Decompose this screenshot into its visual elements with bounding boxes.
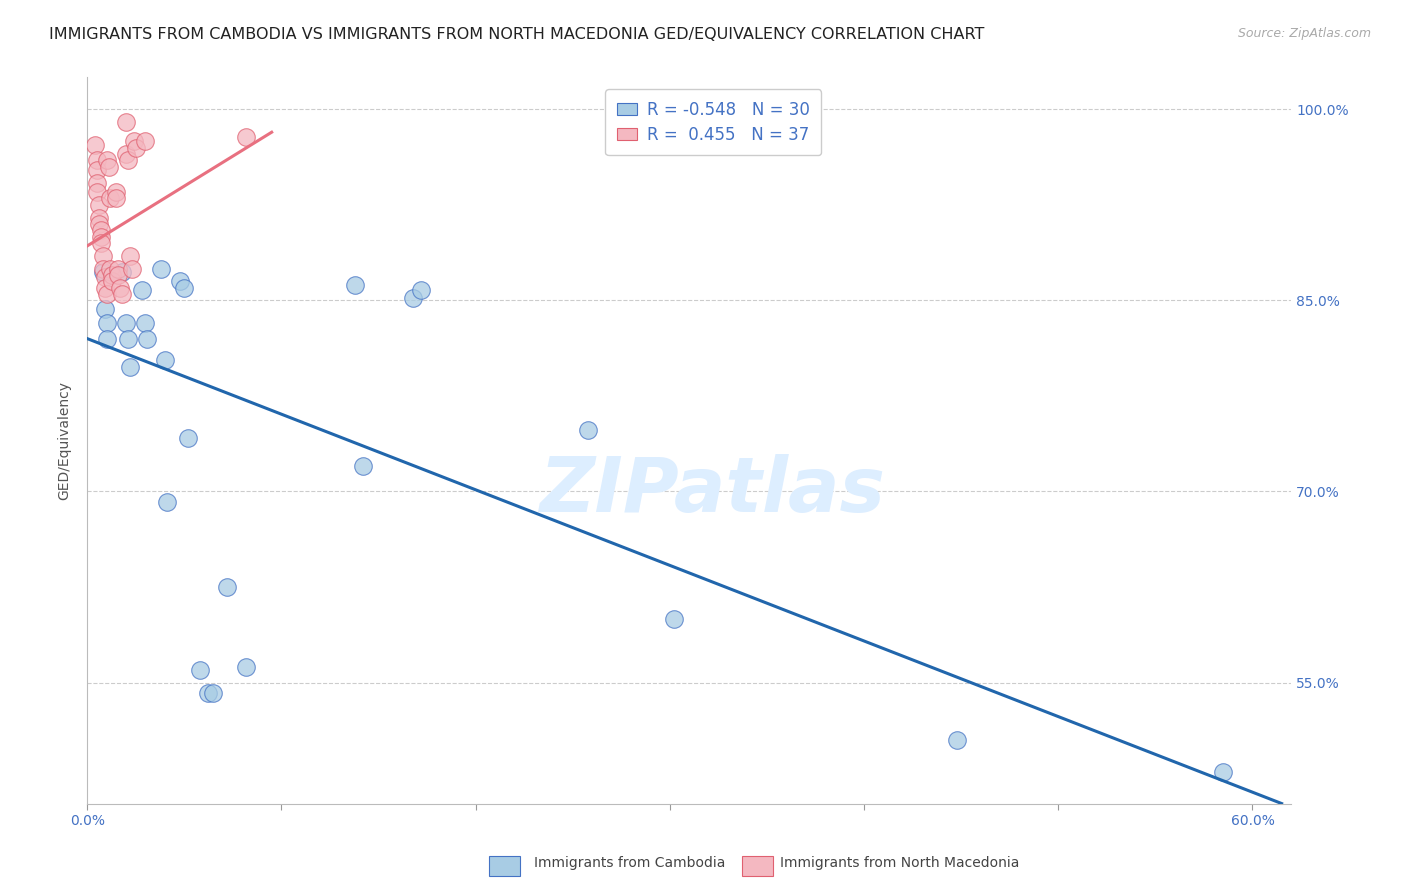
Point (86, 185, 108, 199)
Point (91, 249, 114, 263)
Point (96, 316, 118, 330)
Point (100, 261, 122, 276)
Point (105, 185, 128, 199)
Point (96, 332, 118, 346)
Point (108, 280, 131, 294)
Point (115, 316, 138, 330)
Point (118, 359, 141, 374)
Point (118, 249, 141, 263)
Text: Immigrants from North Macedonia: Immigrants from North Macedonia (780, 856, 1019, 871)
Point (153, 353, 176, 368)
Point (111, 287, 134, 301)
Point (84, 138, 107, 153)
Point (188, 663, 211, 677)
Point (93, 302, 115, 317)
Point (177, 431, 200, 445)
Point (97, 160, 120, 174)
Point (90, 235, 112, 250)
Point (121, 261, 143, 276)
Point (101, 268, 124, 282)
Text: Immigrants from Cambodia: Immigrants from Cambodia (534, 856, 725, 871)
Point (235, 130, 257, 145)
Point (134, 316, 156, 330)
Point (169, 274, 191, 288)
Point (156, 494, 179, 508)
Point (946, 732, 969, 747)
Point (215, 580, 238, 594)
Point (131, 283, 153, 297)
Point (197, 686, 219, 700)
Point (87, 217, 110, 231)
Text: IMMIGRANTS FROM CAMBODIA VS IMMIGRANTS FROM NORTH MACEDONIA GED/EQUIVALENCY CORR: IMMIGRANTS FROM CAMBODIA VS IMMIGRANTS F… (49, 27, 984, 42)
Point (1212, 764, 1234, 779)
Point (117, 153, 139, 168)
Point (90, 223, 112, 237)
Point (93, 270, 115, 285)
Point (86, 176, 108, 190)
Text: Source: ZipAtlas.com: Source: ZipAtlas.com (1237, 27, 1371, 40)
Point (411, 283, 433, 297)
Legend: R = -0.548   N = 30, R =  0.455   N = 37: R = -0.548 N = 30, R = 0.455 N = 37 (605, 89, 821, 155)
Point (115, 146, 138, 161)
Point (111, 265, 134, 279)
Point (86, 153, 108, 168)
Point (91, 261, 114, 276)
Point (235, 660, 257, 674)
Text: ZIPatlas: ZIPatlas (540, 454, 886, 528)
Point (202, 686, 225, 700)
Point (96, 287, 118, 301)
Y-axis label: GED/Equivalency: GED/Equivalency (58, 381, 72, 500)
Point (115, 115, 138, 129)
Point (87, 211, 110, 225)
Point (117, 332, 139, 346)
Point (101, 274, 124, 288)
Point (125, 140, 148, 154)
Point (86, 163, 108, 178)
Point (90, 229, 112, 244)
Point (352, 458, 374, 473)
Point (122, 134, 145, 148)
Point (91, 265, 114, 279)
Point (662, 612, 685, 626)
Point (87, 198, 110, 212)
Point (136, 332, 159, 346)
Point (173, 280, 195, 294)
Point (105, 191, 128, 205)
Point (100, 191, 122, 205)
Point (107, 261, 129, 276)
Point (402, 291, 425, 305)
Point (576, 423, 599, 437)
Point (149, 261, 172, 276)
Point (93, 280, 115, 294)
Point (96, 153, 118, 168)
Point (344, 278, 367, 293)
Point (107, 268, 129, 282)
Point (134, 134, 156, 148)
